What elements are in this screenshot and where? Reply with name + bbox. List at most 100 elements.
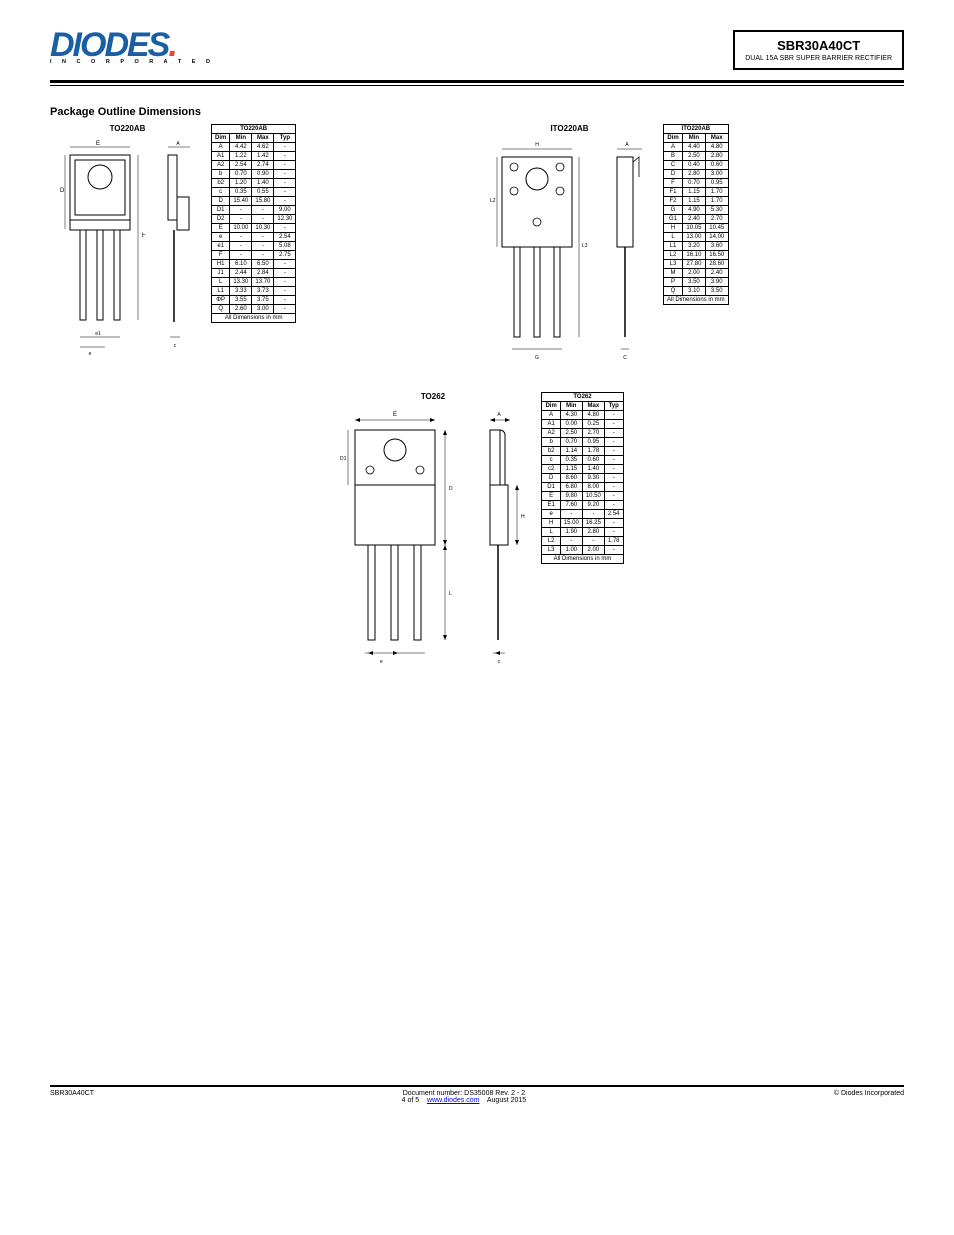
footer-link[interactable]: www.diodes.com [427, 1097, 480, 1104]
table-cell: 5.08 [274, 242, 296, 251]
table-row: D16.808.00- [542, 483, 623, 492]
table-row: L2--1.78 [542, 537, 623, 546]
table-cell: B [664, 152, 683, 161]
table-cell: 4.80 [705, 143, 728, 152]
package-drawing-to220ab: E D H1 e1 e A c [50, 137, 205, 357]
table-cell: - [560, 537, 582, 546]
table-col-header: Typ [274, 134, 296, 143]
table-cell: 4.62 [252, 143, 274, 152]
table-cell: E [542, 492, 560, 501]
svg-text:E: E [393, 412, 397, 418]
table-title: ITO220AB [664, 125, 729, 134]
footer-docnum: Document number: DS35008 Rev. 2 - 2 [94, 1090, 834, 1097]
table-cell: 0.70 [560, 438, 582, 447]
table-col-header: Typ [604, 402, 623, 411]
table-cell: b [542, 438, 560, 447]
table-cell: 9.30 [582, 474, 604, 483]
table-row: G4.905.30 [664, 206, 729, 215]
table-cell: H1 [212, 260, 230, 269]
table-col-header: Dim [542, 402, 560, 411]
table-cell: L3 [664, 260, 683, 269]
table-cell: - [604, 492, 623, 501]
table-cell: 0.35 [560, 456, 582, 465]
table-cell: 2.60 [230, 305, 252, 314]
table-cell: L [664, 233, 683, 242]
part-description: DUAL 15A SBR SUPER BARRIER RECTIFIER [745, 55, 892, 62]
table-cell: 2.84 [252, 269, 274, 278]
table-row: L13.3013.70- [212, 278, 296, 287]
table-cell: - [230, 233, 252, 242]
table-cell: - [274, 152, 296, 161]
table-cell: - [252, 251, 274, 260]
table-cell: 3.00 [252, 305, 274, 314]
table-cell: 10.45 [705, 224, 728, 233]
table-cell: H [542, 519, 560, 528]
table-cell: 7.60 [560, 501, 582, 510]
table-unit-note: All Dimensions in mm [212, 314, 296, 323]
table-cell: 9.00 [274, 206, 296, 215]
table-cell: 2.54 [604, 510, 623, 519]
table-cell: 0.70 [230, 170, 252, 179]
table-cell: - [252, 242, 274, 251]
table-cell: 5.30 [705, 206, 728, 215]
table-cell: 1.70 [705, 188, 728, 197]
table-col-header: Max [705, 134, 728, 143]
divider-thin [50, 85, 904, 86]
svg-text:L: L [449, 591, 452, 597]
table-row: e--2.54 [542, 510, 623, 519]
table-cell: 0.55 [252, 188, 274, 197]
table-cell: - [604, 420, 623, 429]
table-cell: - [274, 170, 296, 179]
table-row: L13.333.73- [212, 287, 296, 296]
dim-table-to220ab: TO220ABDimMinMaxTypA4.424.62-A11.221.42-… [211, 124, 296, 323]
table-cell: 2.54 [230, 161, 252, 170]
package-to220ab: TO220AB [50, 124, 472, 357]
table-cell: M [664, 269, 683, 278]
table-cell: 2.70 [582, 429, 604, 438]
table-cell: - [604, 429, 623, 438]
table-cell: L [542, 528, 560, 537]
svg-text:H: H [521, 514, 525, 520]
table-row: D2.803.00 [664, 170, 729, 179]
table-cell: G [664, 206, 683, 215]
table-cell: 13.70 [252, 278, 274, 287]
table-cell: - [604, 438, 623, 447]
table-cell: 10.50 [582, 492, 604, 501]
table-row: L13.0014.00 [664, 233, 729, 242]
table-cell: 2.74 [252, 161, 274, 170]
table-cell: ΦP [212, 296, 230, 305]
table-row: D8.609.30- [542, 474, 623, 483]
table-cell: 0.25 [582, 420, 604, 429]
section-title: Package Outline Dimensions [50, 106, 904, 118]
to220ab-side-icon: A c [150, 137, 205, 357]
to262-front-icon: E D1 D L e [330, 405, 460, 665]
table-cell: 9.20 [582, 501, 604, 510]
table-cell: 16.50 [705, 251, 728, 260]
table-cell: 2.00 [683, 269, 706, 278]
table-cell: 14.00 [705, 233, 728, 242]
table-cell: A [212, 143, 230, 152]
table-cell: - [604, 465, 623, 474]
table-row: L216.1016.50 [664, 251, 729, 260]
table-row: F0.700.95 [664, 179, 729, 188]
table-cell: 0.40 [683, 161, 706, 170]
table-cell: F [664, 179, 683, 188]
table-col-header: Min [560, 402, 582, 411]
table-cell: - [582, 537, 604, 546]
package-to262-to263: TO262 E [330, 392, 623, 665]
table-cell: - [274, 179, 296, 188]
logo-subtext: I N C O R P O R A T E D [50, 59, 235, 65]
table-cell: C [664, 161, 683, 170]
table-row: b21.201.40- [212, 179, 296, 188]
table-cell: 0.95 [705, 179, 728, 188]
svg-text:e1: e1 [95, 331, 101, 337]
table-cell: 3.50 [705, 287, 728, 296]
table-row: F21.151.70 [664, 197, 729, 206]
table-cell: - [604, 483, 623, 492]
table-cell: D1 [212, 206, 230, 215]
table-cell: F [212, 251, 230, 260]
table-row: L1.902.80- [542, 528, 623, 537]
table-cell: G1 [664, 215, 683, 224]
table-cell: - [274, 260, 296, 269]
table-cell: 6.10 [230, 260, 252, 269]
